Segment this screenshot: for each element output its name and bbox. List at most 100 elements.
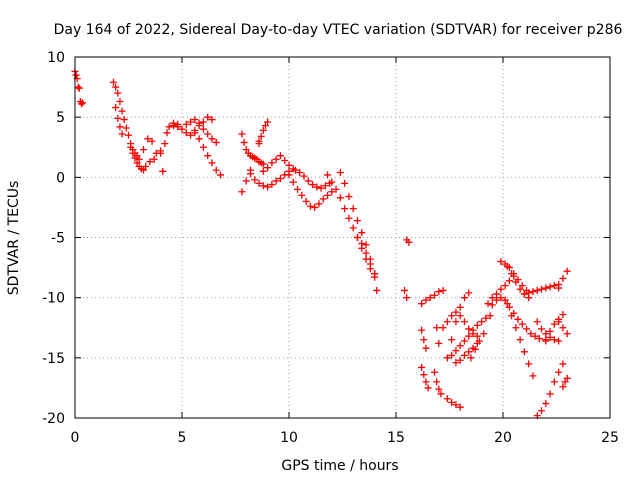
series-sat-z <box>431 368 445 398</box>
data-point <box>456 312 464 320</box>
data-point <box>341 205 349 213</box>
data-point <box>161 140 169 148</box>
data-point <box>531 332 539 340</box>
data-point <box>285 161 293 169</box>
data-point <box>518 282 526 290</box>
data-point <box>150 155 158 163</box>
data-point <box>538 285 546 293</box>
data-point <box>501 296 509 304</box>
data-point <box>139 146 147 154</box>
data-point <box>112 104 120 112</box>
series-sat-i <box>191 129 225 179</box>
data-point <box>448 312 456 320</box>
data-point <box>516 285 524 293</box>
data-point <box>497 285 505 293</box>
series-sat-u <box>403 236 413 246</box>
x-tick-label: 15 <box>387 430 405 446</box>
data-point <box>525 360 533 368</box>
data-point <box>336 194 344 202</box>
y-tick-label: -10 <box>42 291 65 307</box>
data-point <box>503 300 511 308</box>
series-sat-y <box>418 363 432 392</box>
series-sat-a <box>71 67 86 108</box>
data-point <box>452 401 460 409</box>
data-point <box>182 120 190 128</box>
data-point <box>238 130 246 138</box>
data-point <box>433 378 441 386</box>
data-point <box>559 383 567 391</box>
data-point <box>114 114 122 122</box>
data-point <box>435 288 443 296</box>
series-sat-m <box>255 118 272 148</box>
series-sat-s <box>336 169 381 294</box>
series-sat-aj <box>497 258 531 294</box>
data-point <box>204 130 212 138</box>
data-point <box>469 326 477 334</box>
series-sat-r <box>324 171 379 281</box>
data-point <box>187 131 195 139</box>
data-point <box>135 155 143 163</box>
data-point <box>550 336 558 344</box>
y-tick-label: 5 <box>56 110 65 126</box>
data-point <box>332 185 340 193</box>
series-sat-ad <box>452 339 481 367</box>
data-point <box>535 335 543 343</box>
data-point <box>448 336 456 344</box>
data-point <box>523 325 531 333</box>
data-point <box>512 324 520 332</box>
data-point <box>294 185 302 193</box>
data-point <box>131 154 139 162</box>
data-point <box>110 78 118 86</box>
data-point <box>255 179 263 187</box>
data-point <box>178 125 186 133</box>
data-point <box>242 177 250 185</box>
data-point <box>289 178 297 186</box>
data-point <box>546 327 554 335</box>
series-sat-ag <box>467 330 488 362</box>
data-point <box>503 262 511 270</box>
data-point <box>465 348 473 356</box>
data-point <box>204 113 212 121</box>
data-point <box>272 177 280 185</box>
data-point <box>187 118 195 126</box>
data-point <box>550 378 558 386</box>
data-point <box>422 296 430 304</box>
data-point <box>538 325 546 333</box>
data-point <box>439 324 447 332</box>
data-point <box>456 342 464 350</box>
data-point <box>246 170 254 178</box>
series-sat-w <box>418 286 447 308</box>
data-point <box>550 282 558 290</box>
data-point <box>546 283 554 291</box>
data-point <box>460 337 468 345</box>
data-point <box>527 330 535 338</box>
data-point <box>473 321 481 329</box>
data-point <box>251 154 259 162</box>
data-point <box>259 167 267 175</box>
data-point <box>264 118 272 126</box>
data-point <box>518 320 526 328</box>
data-point <box>422 378 430 386</box>
data-point <box>75 84 83 92</box>
data-point <box>208 135 216 143</box>
data-point <box>371 270 379 278</box>
data-point <box>550 320 558 328</box>
data-point <box>555 337 563 345</box>
data-point <box>208 159 216 167</box>
data-point <box>240 138 248 146</box>
data-point <box>142 163 150 171</box>
data-point <box>460 351 468 359</box>
data-point <box>324 171 332 179</box>
series-sat-aa <box>433 324 443 347</box>
data-point <box>317 184 325 192</box>
data-point <box>529 372 537 380</box>
data-point <box>257 132 265 140</box>
data-point <box>439 286 447 294</box>
data-point <box>431 291 439 299</box>
data-point <box>546 390 554 398</box>
data-point <box>533 286 541 294</box>
data-point <box>74 83 82 91</box>
series-sat-f <box>142 129 171 171</box>
data-point <box>422 344 430 352</box>
data-point <box>520 348 528 356</box>
